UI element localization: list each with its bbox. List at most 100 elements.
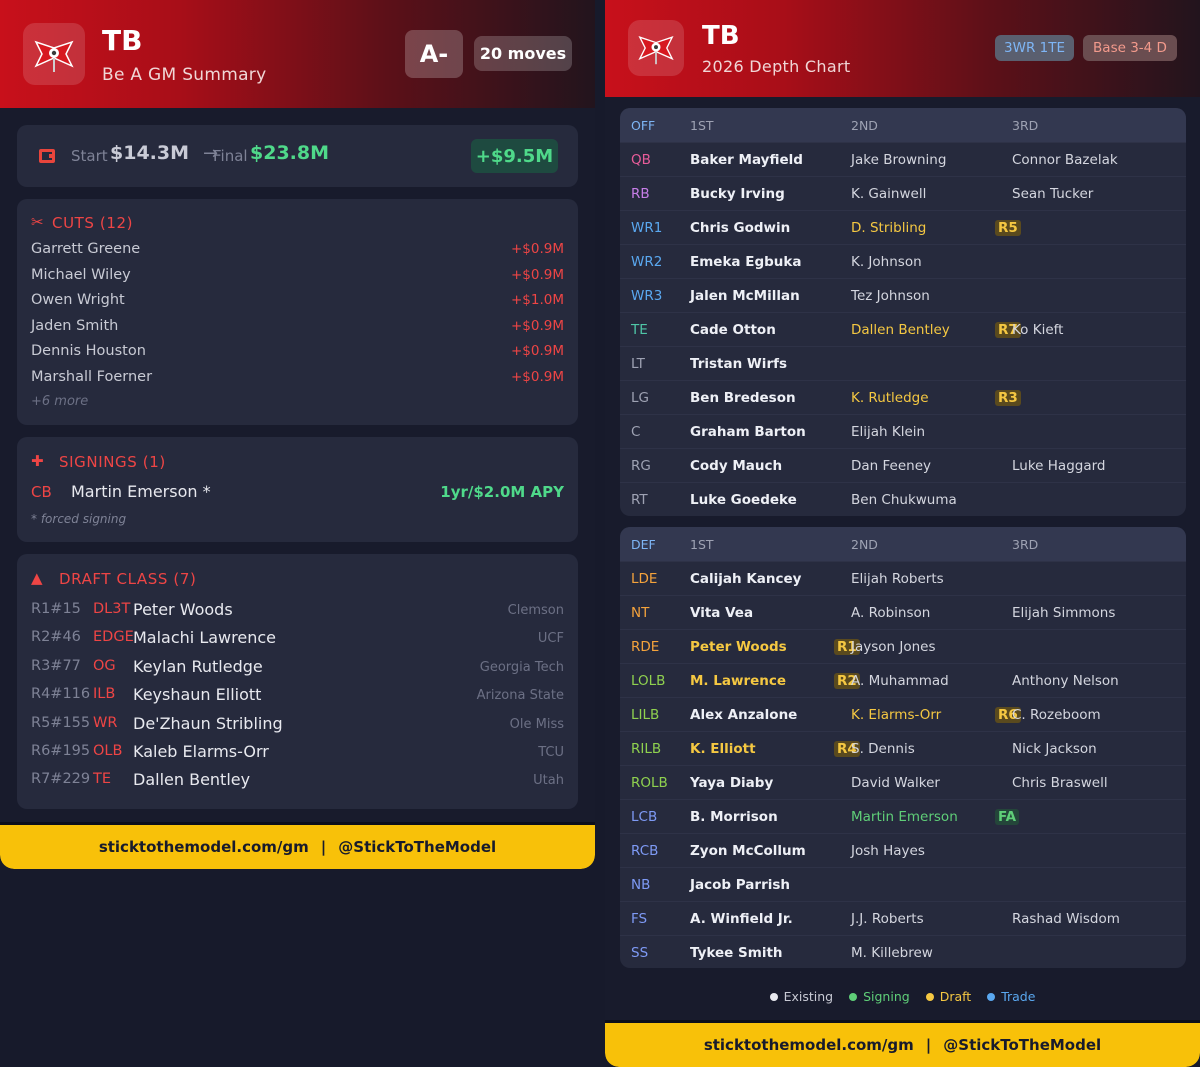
draft-player: Keylan Rutledge [133, 656, 263, 676]
depth-position: SS [631, 945, 649, 961]
depth-row: ROLB Yaya Diaby David Walker Chris Braswell [620, 765, 1186, 799]
footer-handle-link[interactable]: @StickToTheModel [943, 1036, 1102, 1054]
depth-starter: Vita Vea [690, 605, 754, 621]
depth-second: Jake Browning [851, 152, 947, 168]
cut-player: Marshall Foerner [31, 368, 153, 385]
depth-row: LCB B. Morrison Martin Emerson FA [620, 799, 1186, 833]
cut-player: Michael Wiley [31, 266, 131, 283]
depth-legend: Existing Signing Draft Trade [605, 989, 1200, 1004]
depth-second: Ben Chukwuma [851, 492, 957, 508]
depth-row: RILB K. Elliott R4 S. Dennis Nick Jackson [620, 731, 1186, 765]
depth-row: WR1 Chris Godwin D. Stribling R5 [620, 210, 1186, 244]
draft-player: Peter Woods [133, 600, 233, 619]
depth-row: RB Bucky Irving K. Gainwell Sean Tucker [620, 176, 1186, 210]
depth-starter: Tykee Smith [690, 945, 783, 961]
team-logo-icon [23, 23, 85, 85]
team-abbrev: TB [702, 21, 740, 51]
legend-item: Existing [769, 989, 833, 1004]
draft-school: Clemson [507, 603, 564, 618]
depth-position: C [631, 424, 641, 440]
draft-row: R1#15 DL3T Peter Woods Clemson [31, 600, 564, 622]
draft-position: EDGE [93, 629, 134, 646]
depth-second: David Walker [851, 775, 940, 791]
depth-starter: M. Lawrence [690, 673, 787, 689]
acquisition-badge: R7 [995, 322, 1021, 338]
depth-row: RDE Peter Woods R1 Jayson Jones [620, 629, 1186, 663]
depth-row: WR3 Jalen McMillan Tez Johnson [620, 278, 1186, 312]
draft-position: ILB [93, 686, 116, 703]
draft-pick: R1#15 [31, 601, 81, 617]
signing-contract: 1yr/$2.0M APY [440, 483, 564, 501]
depth-starter: K. Elliott [690, 741, 756, 757]
acquisition-badge: R2 [834, 673, 860, 689]
depth-starter: Ben Bredeson [690, 390, 796, 406]
depth-second: D. Stribling [851, 220, 927, 236]
depth-starter: Luke Goedeke [690, 492, 797, 508]
cuts-more[interactable]: +6 more [31, 394, 89, 409]
depth-second: K. Rutledge [851, 390, 929, 406]
cut-player: Garrett Greene [31, 241, 141, 257]
depth-position: LOLB [631, 673, 666, 689]
depth-third: C. Rozeboom [1012, 707, 1101, 723]
draft-player: Dallen Bentley [133, 770, 251, 790]
depth-starter: Alex Anzalone [690, 707, 798, 723]
draft-row: R5#155 WR De'Zhaun Stribling Ole Miss [31, 714, 564, 736]
cut-savings: +$1.0M [510, 292, 564, 308]
depth-third: Rashad Wisdom [1012, 911, 1120, 927]
draft-pick: R7#229 [31, 771, 91, 788]
draft-school: Georgia Tech [479, 659, 564, 675]
depth-position: LG [631, 390, 649, 406]
depth-starter: Graham Barton [690, 424, 806, 440]
cuts-card: ✂ CUTS (12) Garrett Greene +$0.9M Michael … [17, 199, 578, 425]
depth-second: Josh Hayes [851, 843, 925, 859]
defense-depth-table: DEF 1ST 2ND 3RD LDE Calijah Kancey Elijah … [620, 527, 1186, 968]
depth-row: RG Cody Mauch Dan Feeney Luke Haggard [620, 448, 1186, 482]
depth-row: LILB Alex Anzalone K. Elarms-Orr R6 C. Rozeb… [620, 697, 1186, 731]
gm-summary-panel: TB Be A GM Summary A- 20 moves Start $14… [0, 0, 595, 869]
footer-site-link[interactable]: sticktothemodel.com/gm [703, 1036, 914, 1054]
draft-school: Arizona State [476, 688, 564, 704]
acquisition-badge: FA [995, 809, 1020, 825]
depth-third: Nick Jackson [1012, 741, 1097, 757]
depth-position: WR2 [631, 254, 663, 270]
depth-second: J.J. Roberts [851, 911, 924, 927]
defense-table-header: DEF 1ST 2ND 3RD [620, 527, 1186, 561]
cut-savings: +$0.9M [510, 266, 564, 283]
draft-hat-icon: ▲ [31, 569, 44, 587]
depth-row: LT Tristan Wirfs [620, 346, 1186, 380]
depth-starter: Yaya Diaby [690, 775, 774, 791]
depth-row: LG Ben Bredeson K. Rutledge R3 [620, 380, 1186, 414]
depth-position: FS [631, 911, 648, 927]
depth-position: LILB [631, 707, 660, 723]
signings-card: ✚ SIGNINGS (1) CB Martin Emerson * 1yr/$… [17, 437, 578, 542]
footer-site-link[interactable]: sticktothemodel.com/gm [98, 838, 309, 856]
draft-position: OG [93, 657, 116, 674]
depth-position: ROLB [631, 775, 668, 791]
depth-starter: Calijah Kancey [690, 571, 802, 587]
draft-position: DL3T [93, 601, 131, 617]
depth-chart-panel: TB 2026 Depth Chart 3WR 1TE Base 3-4 D O… [605, 0, 1200, 1067]
footer-handle-link[interactable]: @StickToTheModel [338, 838, 497, 856]
depth-position: RCB [631, 843, 659, 859]
draft-pick: R5#155 [31, 714, 91, 731]
cut-savings: +$0.9M [510, 241, 564, 257]
depth-starter: A. Winfield Jr. [690, 911, 793, 927]
depth-second: K. Johnson [851, 254, 922, 270]
cut-savings: +$0.9M [510, 368, 564, 385]
depth-position: RILB [631, 741, 662, 757]
signing-note: * forced signing [31, 512, 127, 526]
depth-second: Martin Emerson [851, 809, 958, 825]
legend-item: Draft [925, 989, 971, 1004]
depth-position: WR1 [631, 220, 663, 236]
depth-third: Anthony Nelson [1012, 673, 1119, 689]
draft-row: R6#195 OLB Kaleb Elarms-Orr TCU [31, 742, 564, 764]
depth-row: SS Tykee Smith M. Killebrew [620, 935, 1186, 968]
summary-header: TB Be A GM Summary A- 20 moves [0, 0, 595, 108]
legend-dot-icon [925, 992, 934, 1001]
team-abbrev: TB [102, 24, 143, 57]
depth-second: M. Killebrew [851, 945, 933, 961]
offense-unit-label: OFF [631, 118, 656, 133]
depth-position: NB [631, 877, 651, 893]
summary-footer: sticktothemodel.com/gm | @StickToTheMode… [0, 822, 595, 869]
depth-second: Elijah Klein [851, 424, 926, 440]
